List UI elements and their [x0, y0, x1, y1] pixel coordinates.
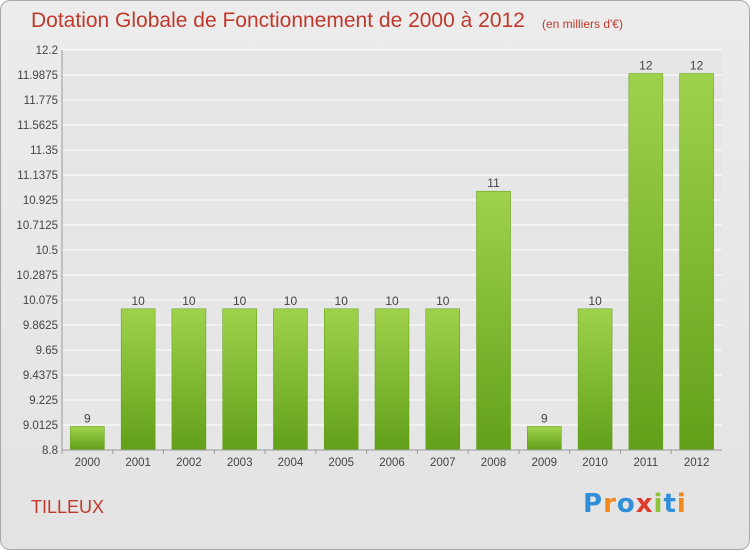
proxiti-logo: Proxiti — [583, 489, 687, 519]
bar — [476, 190, 511, 451]
data-label: 9 — [84, 411, 91, 425]
y-tick-label: 11.5625 — [17, 120, 58, 132]
x-tick-label: 2003 — [227, 457, 253, 469]
logo-letter: i — [676, 489, 687, 519]
bar — [425, 308, 461, 451]
y-tick-label: 11.9875 — [17, 70, 58, 82]
data-label: 12 — [690, 59, 704, 73]
data-label: 10 — [233, 294, 247, 308]
x-tick-label: 2008 — [481, 457, 507, 469]
bar — [527, 426, 562, 451]
y-tick-label: 9.8625 — [23, 320, 58, 332]
bar — [222, 308, 257, 451]
y-tick-label: 10.2875 — [16, 270, 58, 282]
data-label: 11 — [487, 176, 500, 190]
x-tick-label: 2009 — [532, 457, 558, 469]
bar — [323, 308, 359, 451]
data-label: 12 — [639, 59, 653, 73]
y-tick-label: 11.35 — [30, 145, 58, 157]
y-tick-label: 9.4375 — [23, 370, 58, 382]
chart-title: Dotation Globale de Fonctionnement de 20… — [31, 9, 525, 32]
x-tick-label: 2001 — [125, 457, 151, 469]
y-tick-label: 10.925 — [23, 195, 58, 207]
logo-letter: r — [603, 489, 617, 519]
data-label: 9 — [541, 411, 548, 425]
logo-letter: i — [653, 489, 664, 519]
y-tick-label: 9.225 — [29, 395, 58, 407]
data-label: 10 — [335, 294, 349, 308]
y-tick-label: 10.7125 — [16, 220, 58, 232]
x-tick-label: 2006 — [379, 457, 405, 469]
bar — [171, 308, 207, 451]
y-tick-label: 12.2 — [36, 45, 58, 57]
bar — [120, 308, 156, 451]
bar — [374, 308, 410, 451]
bar — [628, 73, 664, 451]
x-tick-label: 2000 — [75, 457, 101, 469]
y-tick-label: 11.1375 — [17, 170, 58, 182]
chart-unit: (en milliers d'€) — [542, 17, 623, 31]
bar — [70, 426, 105, 451]
x-tick-label: 2011 — [633, 457, 658, 469]
bar — [273, 308, 308, 451]
data-label: 10 — [588, 294, 602, 308]
x-tick-label: 2007 — [430, 457, 456, 469]
y-tick-label: 11.775 — [24, 95, 58, 107]
y-tick-label: 8.8 — [42, 445, 58, 457]
y-tick-label: 9.0125 — [23, 420, 58, 432]
data-label: 10 — [284, 294, 298, 308]
logo-letter: t — [663, 489, 677, 519]
data-label: 10 — [131, 294, 145, 308]
y-tick-label: 10.075 — [23, 295, 58, 307]
y-tick-label: 10.5 — [36, 245, 58, 257]
bar — [577, 308, 613, 451]
x-tick-label: 2002 — [176, 457, 202, 469]
logo-letter: o — [616, 489, 636, 519]
x-tick-label: 2010 — [582, 457, 608, 469]
logo-letter: x — [635, 489, 654, 519]
x-tick-label: 2004 — [278, 457, 304, 469]
data-label: 10 — [182, 294, 196, 308]
data-label: 10 — [385, 294, 399, 308]
x-tick-label: 2005 — [328, 457, 354, 469]
commune-name: TILLEUX — [31, 497, 105, 517]
x-tick-label: 2012 — [684, 457, 710, 469]
data-label: 10 — [436, 294, 450, 308]
bar — [679, 73, 714, 451]
y-tick-label: 9.65 — [36, 345, 58, 357]
logo-letter: P — [583, 489, 604, 519]
